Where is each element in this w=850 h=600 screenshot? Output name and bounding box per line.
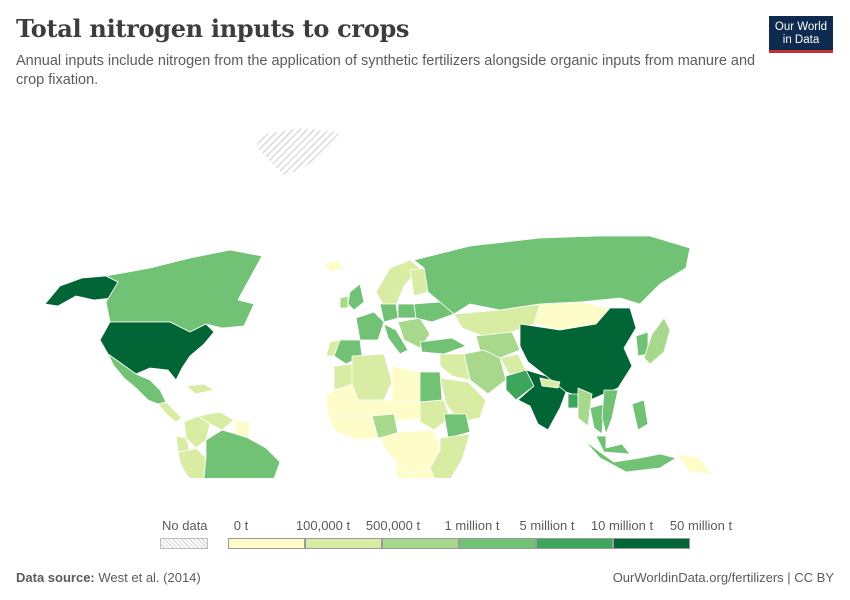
data-source-label: Data source: <box>16 570 95 585</box>
region-caribbean[interactable] <box>185 383 215 395</box>
legend-bin-0[interactable] <box>228 538 305 549</box>
region-libya[interactable] <box>391 365 421 403</box>
legend: No data 0 t 100,000 t 500,000 t 1 million t… <box>0 516 850 556</box>
region-west-africa[interactable] <box>327 415 379 441</box>
region-saudi-arabia[interactable] <box>439 377 487 423</box>
region-iraq-and-syria[interactable] <box>439 353 471 381</box>
region-canada[interactable] <box>105 249 263 333</box>
region-greenland[interactable] <box>255 127 341 177</box>
region-ukraine[interactable] <box>413 301 455 323</box>
region-malaysia[interactable] <box>595 435 631 455</box>
region-philippines[interactable] <box>631 399 649 431</box>
legend-no-data-swatch <box>160 538 208 549</box>
legend-no-data-label: No data <box>162 518 208 533</box>
region-iceland[interactable] <box>323 259 345 273</box>
region-germany[interactable] <box>379 303 399 323</box>
logo-line-1: Our World <box>774 21 828 33</box>
region-vietnam[interactable] <box>601 389 619 435</box>
region-portugal[interactable] <box>325 339 341 357</box>
region-east-africa[interactable] <box>429 433 471 478</box>
legend-tick-label: 50 million t <box>669 518 733 533</box>
legend-bin-1[interactable] <box>305 538 382 549</box>
world-map <box>44 127 713 478</box>
region-japan[interactable] <box>643 317 671 365</box>
data-source: Data source: West et al. (2014) <box>16 570 201 585</box>
region-ethiopia[interactable] <box>443 413 471 439</box>
legend-tick-label: 10 million t <box>590 518 654 533</box>
legend-tick-label: 100,000 t <box>295 518 351 533</box>
region-peru[interactable] <box>177 447 207 478</box>
legend-tick-label: 0 t <box>233 518 249 533</box>
region-algeria[interactable] <box>351 353 393 401</box>
region-italy[interactable] <box>383 323 409 355</box>
region-papua-new-guinea[interactable] <box>675 453 713 475</box>
region-brazil[interactable] <box>203 429 281 478</box>
region-turkey[interactable] <box>419 337 467 355</box>
region-indonesia[interactable] <box>583 439 677 473</box>
region-bangladesh[interactable] <box>567 393 579 409</box>
region-thailand[interactable] <box>589 403 605 435</box>
region-united-kingdom[interactable] <box>347 283 365 311</box>
legend-tick-label: 1 million t <box>444 518 500 533</box>
region-poland[interactable] <box>397 303 417 319</box>
region-france[interactable] <box>355 311 385 341</box>
chart-title: Total nitrogen inputs to crops <box>16 14 410 43</box>
region-united-states[interactable] <box>99 321 215 381</box>
legend-bin-3[interactable] <box>459 538 536 549</box>
logo-line-2: in Data <box>782 34 820 46</box>
region-sudan[interactable] <box>419 399 451 431</box>
chart-subtitle: Annual inputs include nitrogen from the … <box>16 53 756 88</box>
owid-logo[interactable]: Our World in Data <box>769 16 833 53</box>
region-egypt[interactable] <box>419 371 443 403</box>
region-nepal[interactable] <box>539 377 561 389</box>
region-russia[interactable] <box>413 235 691 315</box>
region-venezuela[interactable] <box>197 411 235 431</box>
data-source-value[interactable]: West et al. (2014) <box>98 570 201 585</box>
legend-tick-label: 5 million t <box>519 518 575 533</box>
legend-bin-5[interactable] <box>613 538 690 549</box>
region-myanmar[interactable] <box>577 387 593 427</box>
legend-tick-label: 500,000 t <box>365 518 421 533</box>
region-southern-africa[interactable] <box>395 461 450 478</box>
region-ireland[interactable] <box>339 295 349 309</box>
region-china[interactable] <box>519 307 637 401</box>
region-pakistan[interactable] <box>505 369 535 401</box>
legend-bin-2[interactable] <box>382 538 459 549</box>
legend-bin-4[interactable] <box>536 538 613 549</box>
region-central-america[interactable] <box>157 401 183 423</box>
footer-link[interactable]: OurWorldinData.org/fertilizers | CC BY <box>612 570 834 585</box>
